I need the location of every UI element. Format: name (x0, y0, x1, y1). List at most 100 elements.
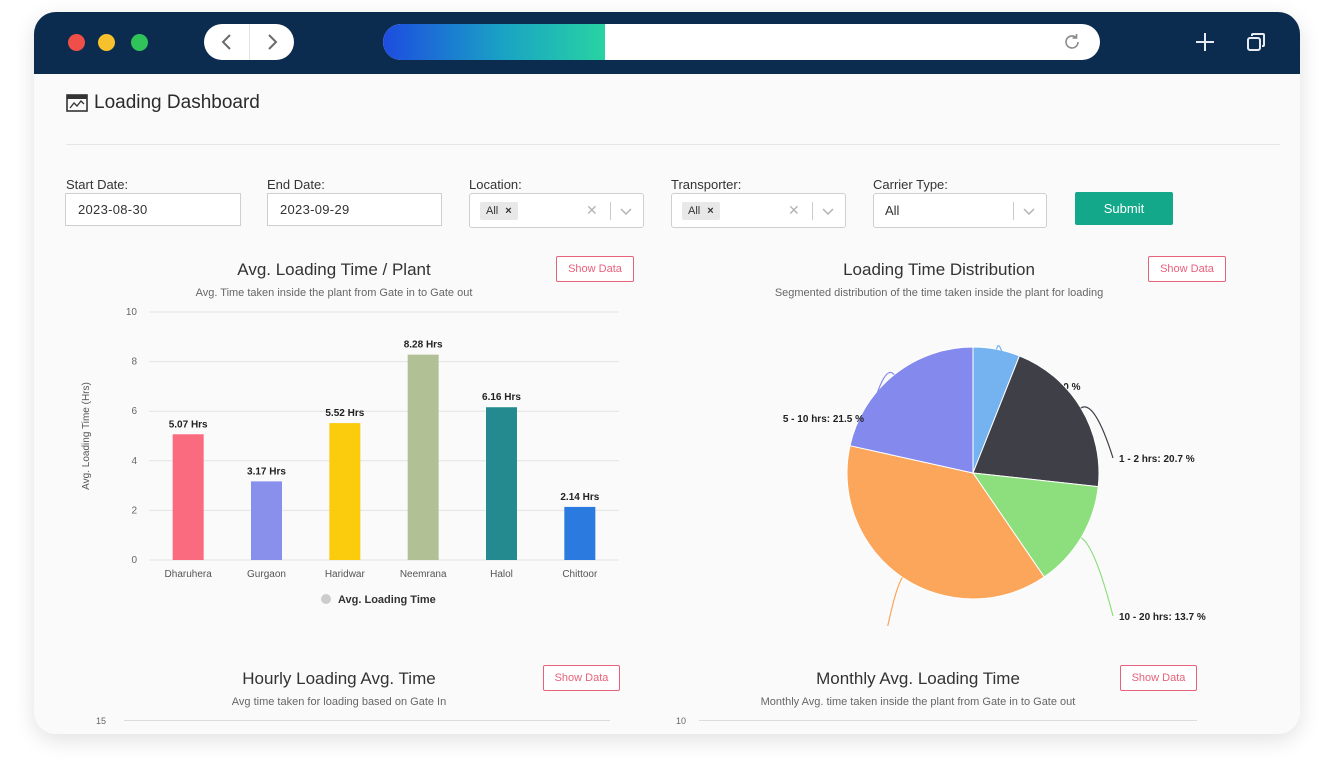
legend-marker (321, 594, 331, 604)
forward-button[interactable] (249, 24, 294, 60)
location-select[interactable]: All × ✕ (469, 193, 644, 228)
distribution-chart-subtitle: Segmented distribution of the time taken… (774, 287, 1104, 299)
x-tick-label: Neemrana (400, 569, 447, 580)
maximize-window-button[interactable] (131, 34, 148, 51)
end-date-label: End Date: (267, 177, 325, 192)
bar-haridwar (329, 423, 361, 560)
pie-slice (971, 472, 1099, 578)
y-tick-label: 2 (131, 505, 137, 516)
page-title-text: Loading Dashboard (94, 92, 260, 113)
bar-data-label: 5.07 Hrs (169, 419, 208, 430)
bar-neemrana (407, 354, 439, 560)
x-tick-label: Haridwar (325, 569, 366, 580)
submit-button[interactable]: Submit (1075, 192, 1173, 225)
end-date-input[interactable]: 2023-09-29 (267, 193, 442, 226)
bar-gurgaon (251, 481, 282, 560)
pie-connector (887, 577, 903, 626)
select-separator (812, 202, 813, 220)
distribution-show-data-button[interactable]: Show Data (1148, 256, 1226, 282)
location-chip-label: All (486, 205, 499, 217)
remove-chip-icon[interactable]: × (505, 205, 512, 217)
transporter-label: Transporter: (671, 177, 742, 192)
legend-label: Avg. Loading Time (338, 594, 436, 606)
carrier-type-value: All (885, 203, 900, 218)
start-date-label: Start Date: (66, 177, 129, 192)
remove-chip-icon[interactable]: × (707, 205, 714, 217)
select-separator (610, 202, 611, 220)
bar-dharuhera (172, 434, 204, 560)
dashboard-icon (66, 94, 88, 112)
close-window-button[interactable] (68, 34, 85, 51)
monthly-gridline (699, 720, 1197, 721)
hourly-chart-subtitle: Avg time taken for loading based on Gate… (231, 696, 447, 708)
bar-chittoor (564, 506, 596, 560)
clear-selection-icon[interactable]: ✕ (586, 202, 598, 218)
chevron-down-icon[interactable] (1022, 204, 1036, 218)
chevron-left-icon (221, 34, 231, 50)
distribution-pie-chart: 0 - 1 hr: 6.0 %1 - 2 hrs: 20.7 %10 - 20 … (783, 345, 1206, 626)
page-title: Loading Dashboard (66, 92, 260, 114)
tabs-overview-icon[interactable] (1244, 30, 1268, 54)
hourly-first-tick: 15 (96, 716, 107, 726)
address-bar[interactable] (383, 24, 1100, 60)
header-divider (66, 144, 1280, 145)
monthly-chart-title: Monthly Avg. Loading Time (816, 669, 1020, 688)
pie-connector (1080, 406, 1114, 459)
dashboard-page: Loading Dashboard Start Date: 2023-08-30… (34, 74, 1300, 734)
bar-data-label: 8.28 Hrs (404, 340, 443, 351)
x-tick-label: Gurgaon (247, 569, 286, 580)
select-separator (1013, 202, 1014, 220)
y-tick-label: 4 (131, 456, 137, 467)
y-tick-label: 0 (131, 555, 137, 566)
browser-titlebar (34, 12, 1300, 74)
chevron-right-icon (268, 34, 278, 50)
carrier-type-select[interactable]: All (873, 193, 1047, 228)
pie-connector (996, 345, 1011, 387)
location-label: Location: (469, 177, 522, 192)
pie-data-label: 10 - 20 hrs: 13.7 % (1119, 612, 1206, 623)
bar-data-label: 6.16 Hrs (482, 392, 521, 403)
minimize-window-button[interactable] (98, 34, 115, 51)
reload-icon[interactable] (1062, 32, 1082, 52)
monthly-first-tick: 10 (676, 716, 687, 726)
monthly-show-data-button[interactable]: Show Data (1120, 665, 1197, 691)
avg-loading-show-data-button[interactable]: Show Data (556, 256, 634, 282)
hourly-gridline (124, 720, 610, 721)
monthly-chart-subtitle: Monthly Avg. time taken inside the plant… (760, 696, 1076, 708)
avg-loading-bar-chart: 0 2 4 6 8 10 Avg. Loading Time (Hrs) 5.07 Hrs Dh… (81, 307, 619, 606)
transporter-chip-label: All (688, 205, 701, 217)
bar-halol (486, 407, 517, 560)
clear-selection-icon[interactable]: ✕ (788, 202, 800, 218)
bar-data-label: 2.14 Hrs (560, 492, 599, 503)
browser-window: Loading Dashboard Start Date: 2023-08-30… (34, 12, 1300, 734)
chevron-down-icon[interactable] (821, 204, 835, 218)
back-button[interactable] (204, 24, 249, 60)
start-date-input[interactable]: 2023-08-30 (65, 193, 241, 226)
transporter-select[interactable]: All × ✕ (671, 193, 846, 228)
new-tab-icon[interactable] (1193, 30, 1217, 54)
pie-connector (1080, 537, 1114, 617)
pie-slice (849, 346, 974, 474)
bar-data-label: 5.52 Hrs (325, 408, 364, 419)
y-axis-label: Avg. Loading Time (Hrs) (81, 382, 92, 490)
carrier-type-label: Carrier Type: (873, 177, 948, 192)
hourly-show-data-button[interactable]: Show Data (543, 665, 620, 691)
bar-data-label: 3.17 Hrs (247, 466, 286, 477)
page-load-progress (383, 24, 606, 60)
y-tick-label: 10 (126, 307, 138, 318)
avg-loading-chart-subtitle: Avg. Time taken inside the plant from Ga… (195, 287, 473, 299)
pie-data-label: 5 - 10 hrs: 21.5 % (783, 414, 864, 425)
pie-slice (846, 445, 1045, 600)
x-tick-label: Dharuhera (165, 569, 213, 580)
browser-nav-controls (204, 24, 294, 60)
avg-loading-chart-title: Avg. Loading Time / Plant (237, 260, 431, 279)
pie-connector (869, 371, 895, 419)
pie-slice (972, 355, 1100, 488)
distribution-chart-title: Loading Time Distribution (843, 260, 1035, 279)
y-tick-label: 8 (131, 357, 137, 368)
chevron-down-icon[interactable] (619, 204, 633, 218)
pie-data-label: 1 - 2 hrs: 20.7 % (1119, 454, 1195, 465)
transporter-chip: All × (682, 202, 720, 220)
y-tick-label: 6 (131, 406, 137, 417)
location-chip: All × (480, 202, 518, 220)
